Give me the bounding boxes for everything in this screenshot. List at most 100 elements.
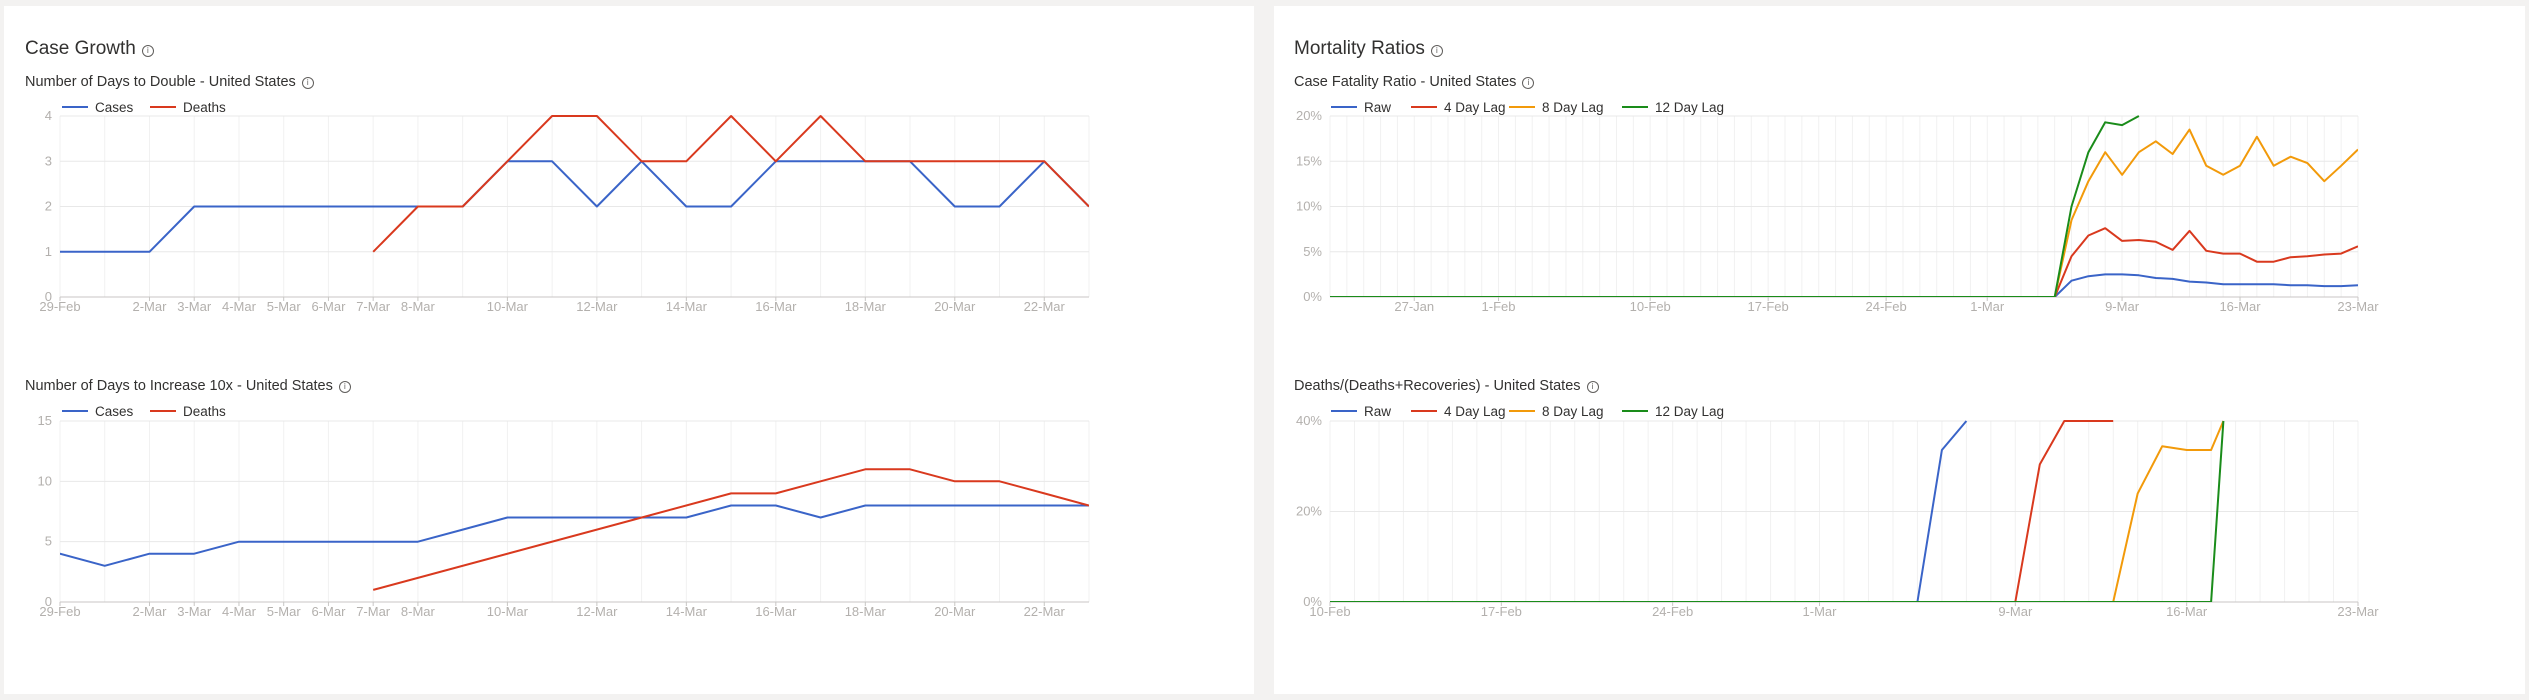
tenx-chart-title-text: Number of Days to Increase 10x - United …	[25, 378, 333, 394]
cfr-series-12-day-lag-line	[1330, 115, 2140, 297]
cfr-y-tick-label: 0%	[1303, 289, 1322, 304]
double-x-tick-label: 6-Mar	[311, 299, 346, 314]
tenx-series-cases-line	[60, 504, 1089, 567]
double-y-tick-label: 4	[45, 108, 52, 123]
double-x-tick-label: 5-Mar	[267, 299, 302, 314]
tenx-y-tick-label: 10	[38, 473, 52, 488]
tenx-x-tick-label: 8-Mar	[401, 604, 436, 619]
recov-x-tick-label: 17-Feb	[1481, 604, 1522, 619]
mortality-ratios-card: Mortality Ratios i Case Fatality Ratio - …	[1274, 6, 2525, 694]
double-y-tick-label: 1	[45, 244, 52, 259]
info-icon[interactable]: i	[1586, 381, 1599, 393]
cfr-series-4-day-lag-line	[1330, 227, 2358, 297]
cfr-series-8-day-lag-line	[1330, 128, 2358, 297]
info-icon[interactable]: i	[141, 45, 154, 57]
mortality-ratios-title: Mortality Ratios i	[1294, 38, 1443, 60]
double-series-cases-line	[60, 160, 1089, 253]
tenx-x-tick-label: 18-Mar	[845, 604, 887, 619]
double-chart-title: Number of Days to Double - United States…	[25, 74, 314, 90]
tenx-x-tick-label: 7-Mar	[356, 604, 391, 619]
cfr-legend-label: 8 Day Lag	[1542, 100, 1604, 115]
cfr-y-tick-label: 15%	[1296, 153, 1322, 168]
double-legend-label: Deaths	[183, 100, 226, 115]
tenx-chart-title: Number of Days to Increase 10x - United …	[25, 378, 351, 394]
cfr-x-tick-label: 27-Jan	[1394, 299, 1434, 314]
double-x-tick-label: 8-Mar	[401, 299, 436, 314]
info-icon[interactable]: i	[301, 77, 314, 89]
cfr-x-tick-label: 24-Feb	[1866, 299, 1907, 314]
cfr-x-tick-label: 23-Mar	[2337, 299, 2379, 314]
tenx-x-tick-label: 3-Mar	[177, 604, 212, 619]
cfr-y-tick-label: 10%	[1296, 199, 1322, 214]
double-y-tick-label: 0	[45, 289, 52, 304]
cfr-y-tick-label: 20%	[1296, 108, 1322, 123]
recov-series-8-day-lag-line	[1330, 420, 2225, 602]
recov-x-tick-label: 16-Mar	[2166, 604, 2208, 619]
info-icon[interactable]: i	[338, 381, 351, 393]
tenx-legend-label: Cases	[95, 404, 134, 419]
case-growth-card: Case Growth i Number of Days to Double - …	[4, 6, 1254, 694]
recov-chart-title: Deaths/(Deaths+Recoveries) - United Stat…	[1294, 378, 1599, 394]
tenx-x-tick-label: 29-Feb	[39, 604, 80, 619]
tenx-x-tick-label: 10-Mar	[487, 604, 529, 619]
tenx-y-tick-label: 15	[38, 413, 52, 428]
double-x-tick-label: 18-Mar	[845, 299, 887, 314]
cfr-legend-label: 4 Day Lag	[1444, 100, 1506, 115]
cfr-chart: 0% 5% 10% 15% 20% 27-Jan 1-Feb 10-Feb 17-Feb 24-F…	[1296, 100, 2379, 314]
tenx-y-tick-label: 5	[45, 534, 52, 549]
recov-x-tick-label: 23-Mar	[2337, 604, 2379, 619]
cfr-x-tick-label: 1-Feb	[1482, 299, 1516, 314]
recov-chart: 0% 20% 40% 10-Feb 17-Feb 24-Feb 1-Mar 9-Mar 16-M…	[1296, 404, 2379, 619]
cfr-x-tick-label: 16-Mar	[2219, 299, 2261, 314]
cfr-x-tick-label: 10-Feb	[1630, 299, 1671, 314]
tenx-x-tick-label: 2-Mar	[133, 604, 168, 619]
double-y-tick-label: 3	[45, 153, 52, 168]
tenx-x-tick-label: 4-Mar	[222, 604, 257, 619]
double-x-tick-label: 14-Mar	[666, 299, 708, 314]
recov-series-raw-line	[1330, 420, 1968, 602]
double-x-tick-label: 3-Mar	[177, 299, 212, 314]
double-x-tick-label: 20-Mar	[934, 299, 976, 314]
tenx-chart: 0 5 10 15 29-Feb 2-Mar 3-Mar 4-Mar 5-Mar 6-Mar 7-M…	[38, 404, 1090, 619]
double-x-tick-label: 4-Mar	[222, 299, 257, 314]
double-x-tick-label: 22-Mar	[1024, 299, 1066, 314]
tenx-x-tick-label: 22-Mar	[1024, 604, 1066, 619]
recov-y-tick-label: 0%	[1303, 594, 1322, 609]
tenx-x-tick-label: 20-Mar	[934, 604, 976, 619]
recov-y-tick-label: 40%	[1296, 413, 1322, 428]
tenx-x-tick-label: 5-Mar	[267, 604, 302, 619]
cfr-x-tick-label: 1-Mar	[1970, 299, 2005, 314]
recov-x-tick-label: 10-Feb	[1309, 604, 1350, 619]
recov-legend-label: 4 Day Lag	[1444, 404, 1506, 419]
tenx-series-deaths-line	[372, 468, 1089, 591]
cfr-x-tick-label: 17-Feb	[1748, 299, 1789, 314]
cfr-legend-label: 12 Day Lag	[1655, 100, 1724, 115]
case-growth-title: Case Growth i	[25, 38, 154, 60]
recov-legend-label: 8 Day Lag	[1542, 404, 1604, 419]
cfr-y-tick-label: 5%	[1303, 244, 1322, 259]
recov-series-12-day-lag-line	[1330, 420, 2225, 602]
info-icon[interactable]: i	[1522, 77, 1535, 89]
info-icon[interactable]: i	[1430, 45, 1443, 57]
double-y-tick-label: 2	[45, 199, 52, 214]
double-series-deaths-line	[372, 115, 1089, 253]
tenx-x-tick-label: 12-Mar	[576, 604, 618, 619]
tenx-legend-label: Deaths	[183, 404, 226, 419]
recov-x-tick-label: 9-Mar	[1998, 604, 2033, 619]
double-x-tick-label: 16-Mar	[755, 299, 797, 314]
case-growth-title-text: Case Growth	[25, 38, 136, 59]
cfr-series-raw-line	[1330, 273, 2358, 297]
recov-x-tick-label: 24-Feb	[1652, 604, 1693, 619]
recov-chart-title-text: Deaths/(Deaths+Recoveries) - United Stat…	[1294, 378, 1581, 394]
tenx-y-tick-label: 0	[45, 594, 52, 609]
cfr-legend-label: Raw	[1364, 100, 1391, 115]
double-legend-label: Cases	[95, 100, 134, 115]
cfr-chart-title-text: Case Fatality Ratio - United States	[1294, 74, 1517, 90]
recov-legend-label: Raw	[1364, 404, 1391, 419]
recov-legend-label: 12 Day Lag	[1655, 404, 1724, 419]
tenx-x-tick-label: 16-Mar	[755, 604, 797, 619]
double-x-tick-label: 7-Mar	[356, 299, 391, 314]
recov-x-tick-label: 1-Mar	[1803, 604, 1838, 619]
recov-y-tick-label: 20%	[1296, 504, 1322, 519]
